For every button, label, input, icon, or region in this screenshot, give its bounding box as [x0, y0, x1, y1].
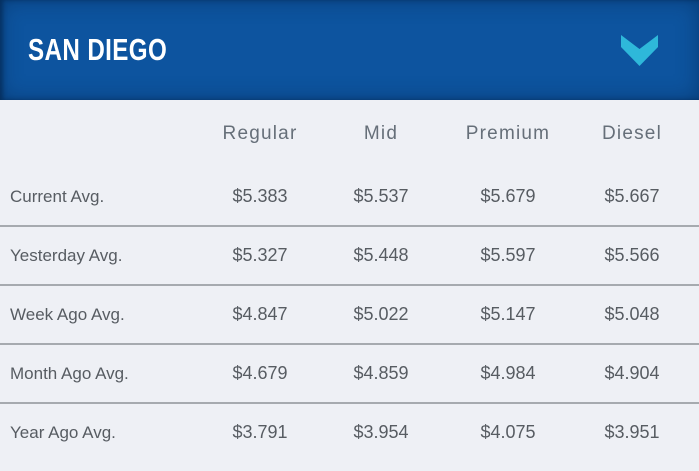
city-header[interactable]: SAN DIEGO [0, 0, 699, 100]
price-cell-mid: $5.537 [353, 186, 409, 206]
row-label: Yesterday Avg. [10, 245, 123, 265]
price-table: Regular Mid Premium Diesel Current Avg. … [0, 100, 699, 461]
column-header-premium: Premium [465, 123, 551, 144]
price-cell-premium: $5.679 [480, 186, 536, 206]
city-title: SAN DIEGO [28, 32, 168, 67]
column-header-row: Regular Mid Premium Diesel [0, 100, 699, 168]
price-cell-diesel: $5.667 [604, 186, 660, 206]
row-label: Week Ago Avg. [10, 304, 125, 324]
price-cell-regular: $3.791 [232, 422, 288, 442]
chevron-down-icon[interactable] [621, 34, 658, 66]
price-cell-mid: $4.859 [353, 363, 409, 383]
price-cell-diesel: $3.951 [604, 422, 660, 442]
column-header-mid: Mid [363, 123, 399, 144]
row-divider [0, 402, 699, 404]
table-row-week-ago-avg: Week Ago Avg. $4.847 $5.022 $5.147 $5.04… [0, 286, 699, 343]
price-cell-mid: $5.448 [353, 245, 409, 265]
table-row-current-avg: Current Avg. $5.383 $5.537 $5.679 $5.667 [0, 168, 699, 225]
price-cell-diesel: $5.048 [604, 304, 660, 324]
column-header-regular: Regular [222, 123, 298, 144]
row-label: Year Ago Avg. [10, 422, 116, 442]
price-cell-diesel: $5.566 [604, 245, 660, 265]
price-cell-regular: $4.679 [232, 363, 288, 383]
table-row-month-ago-avg: Month Ago Avg. $4.679 $4.859 $4.984 $4.9… [0, 345, 699, 402]
column-header-diesel: Diesel [602, 123, 662, 144]
price-cell-premium: $4.075 [480, 422, 536, 442]
price-cell-mid: $5.022 [353, 304, 409, 324]
price-cell-diesel: $4.904 [604, 363, 660, 383]
price-cell-premium: $4.984 [480, 363, 536, 383]
price-cell-regular: $5.383 [232, 186, 288, 206]
row-label: Current Avg. [10, 186, 105, 206]
price-cell-premium: $5.147 [480, 304, 536, 324]
row-divider [0, 225, 699, 227]
price-cell-mid: $3.954 [353, 422, 409, 442]
row-divider [0, 284, 699, 286]
price-cell-premium: $5.597 [480, 245, 536, 265]
table-row-yesterday-avg: Yesterday Avg. $5.327 $5.448 $5.597 $5.5… [0, 227, 699, 284]
price-cell-regular: $4.847 [232, 304, 288, 324]
row-label: Month Ago Avg. [10, 363, 129, 383]
row-divider [0, 343, 699, 345]
price-cell-regular: $5.327 [232, 245, 288, 265]
table-row-year-ago-avg: Year Ago Avg. $3.791 $3.954 $4.075 $3.95… [0, 404, 699, 461]
